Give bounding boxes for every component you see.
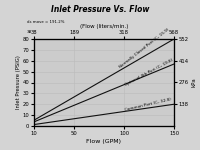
Y-axis label: Inlet Pressure (PSIG): Inlet Pressure (PSIG) bbox=[16, 56, 21, 110]
Text: 38: 38 bbox=[27, 30, 32, 34]
X-axis label: Flow (GPM): Flow (GPM) bbox=[87, 139, 122, 144]
Text: Common Port (Cᵥ 32.8): Common Port (Cᵥ 32.8) bbox=[124, 97, 171, 112]
Text: ds move = 191.2%: ds move = 191.2% bbox=[27, 20, 64, 24]
Text: Inlet Pressure Vs. Flow: Inlet Pressure Vs. Flow bbox=[51, 4, 149, 14]
Text: Normally Closed Port (Cᵥ 15.9): Normally Closed Port (Cᵥ 15.9) bbox=[119, 28, 171, 69]
Y-axis label: kPa: kPa bbox=[192, 78, 197, 87]
Text: Optional 4th Port (Cᵥ 19.8): Optional 4th Port (Cᵥ 19.8) bbox=[124, 58, 174, 87]
X-axis label: (Flow (liters/min.): (Flow (liters/min.) bbox=[80, 24, 128, 29]
